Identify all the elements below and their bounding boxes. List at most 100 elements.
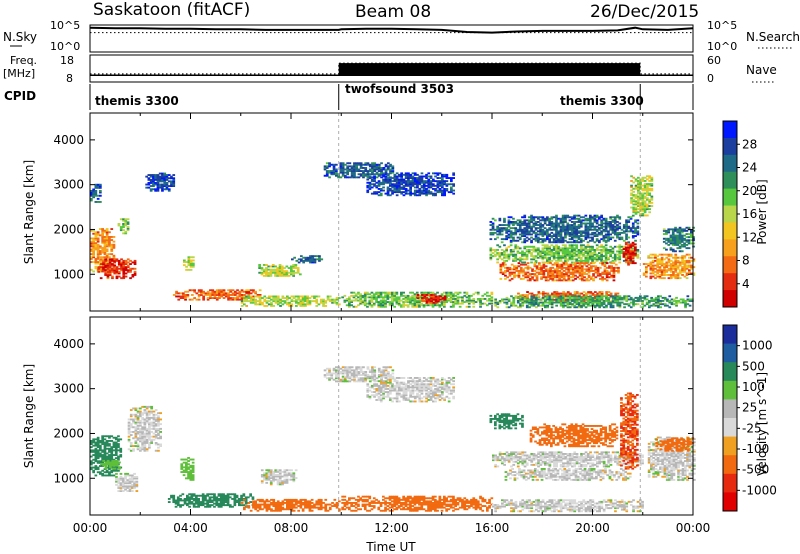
velocity-region-15 bbox=[529, 423, 619, 448]
power-colorbar-swatch-4 bbox=[723, 171, 737, 190]
power-ylabel: Slant Range [km] bbox=[22, 160, 36, 264]
noise-right-label: N.Search bbox=[746, 30, 800, 44]
velocity-colorbar-swatch-8 bbox=[723, 455, 737, 475]
velocity-region-7 bbox=[240, 498, 341, 512]
velocity-region-9 bbox=[323, 366, 395, 383]
time-tick-3: 08:00 bbox=[274, 521, 309, 535]
velocity-region-2 bbox=[100, 459, 121, 470]
velocity-region-12 bbox=[492, 451, 644, 468]
power-region-6 bbox=[183, 256, 195, 271]
velocity-ytick-1: 1000 bbox=[53, 471, 84, 485]
power-colorbar-label: Power [dB] bbox=[755, 179, 769, 244]
velocity-colorbar-label: Velocity [m s^-1] bbox=[755, 372, 769, 476]
power-ytick-1: 1000 bbox=[53, 267, 84, 281]
velocity-colorbar-tick-6: -100 bbox=[742, 442, 769, 456]
velocity-region-13 bbox=[504, 468, 632, 481]
noise-right-tick-bottom: 10^0 bbox=[707, 40, 737, 53]
velocity-colorbar-tick-8: -1000 bbox=[742, 483, 777, 497]
velocity-colorbar-tick-7: -500 bbox=[742, 463, 769, 477]
velocity-colorbar-tick-5: -25 bbox=[742, 421, 762, 435]
velocity-colorbar-tick-3: 100 bbox=[742, 380, 765, 394]
noise-panel: N.Sky 10^5 10^0 10^5 10^0 N.Search bbox=[3, 19, 800, 53]
power-colorbar-tick-7: 28 bbox=[742, 137, 757, 151]
velocity-colorbar-swatch-9 bbox=[723, 473, 737, 493]
velocity-colorbar-swatch-4 bbox=[723, 380, 737, 400]
power-region-18 bbox=[622, 241, 637, 266]
beam-title: Beam 08 bbox=[355, 2, 431, 22]
power-colorbar-swatch-11 bbox=[723, 290, 737, 308]
freq-right-tick-top: 60 bbox=[707, 54, 721, 67]
velocity-region-19 bbox=[492, 499, 644, 513]
velocity-region-11 bbox=[341, 495, 494, 512]
power-colorbar-swatch-2 bbox=[723, 137, 737, 156]
noise-sky-line bbox=[89, 26, 694, 34]
power-region-9 bbox=[258, 264, 302, 277]
freq-right-tick-bottom: 0 bbox=[707, 72, 714, 85]
velocity-colorbar-tick-1: 1000 bbox=[742, 339, 773, 353]
time-tick-1: 00:00 bbox=[73, 521, 108, 535]
velocity-colorbar-swatch-2 bbox=[723, 343, 737, 363]
velocity-region-5 bbox=[180, 457, 195, 481]
power-region-2 bbox=[97, 258, 137, 280]
power-colorbar-tick-3: 12 bbox=[742, 230, 757, 244]
power-colorbar-swatch-5 bbox=[723, 188, 737, 207]
noise-left-tick-top: 10^5 bbox=[50, 19, 80, 32]
velocity-colorbar-swatch-10 bbox=[723, 492, 737, 512]
velocity-colorbar-swatch-3 bbox=[723, 362, 737, 382]
cpid-strip: CPID themis 3300 twofsound 3503 themis 3… bbox=[4, 82, 694, 110]
noise-left-label: N.Sky bbox=[3, 30, 37, 44]
power-colorbar-tick-5: 20 bbox=[742, 184, 757, 198]
power-ytick-3: 3000 bbox=[53, 178, 84, 192]
power-region-10 bbox=[291, 255, 324, 264]
velocity-region-16 bbox=[620, 392, 639, 470]
cpid-segment-2: twofsound 3503 bbox=[345, 82, 454, 96]
power-region-5 bbox=[145, 172, 176, 192]
velocity-colorbar-tick-2: 500 bbox=[742, 359, 765, 373]
power-panel: 1000 2000 3000 4000 Slant Range [km] 4 8 12 16… bbox=[22, 112, 769, 312]
velocity-ytick-3: 3000 bbox=[53, 382, 84, 396]
velocity-region-1 bbox=[90, 435, 123, 477]
velocity-ylabel: Slant Range [km] bbox=[22, 364, 36, 468]
freq-left-tick-bottom: 8 bbox=[66, 72, 73, 85]
velocity-region-3 bbox=[127, 405, 162, 452]
velocity-ytick-4: 4000 bbox=[53, 337, 84, 351]
power-colorbar-tick-1: 4 bbox=[742, 277, 750, 291]
frequency-panel: Freq. [MHz] 18 8 60 0 Nave bbox=[3, 54, 777, 85]
cpid-segment-1: themis 3300 bbox=[95, 94, 179, 108]
freq-left-label: Freq. bbox=[10, 54, 37, 67]
time-tick-4: 12:00 bbox=[374, 521, 409, 535]
noise-left-tick-bottom: 10^0 bbox=[50, 40, 80, 53]
power-region-21 bbox=[642, 253, 696, 280]
time-tick-5: 16:00 bbox=[475, 521, 510, 535]
power-region-16 bbox=[499, 262, 620, 282]
velocity-region-4 bbox=[115, 472, 139, 492]
noise-right-tick-top: 10^5 bbox=[707, 19, 737, 32]
time-tick-6: 20:00 bbox=[575, 521, 610, 535]
time-axis-label: Time UT bbox=[365, 540, 416, 554]
power-colorbar-swatch-10 bbox=[723, 273, 737, 291]
velocity-region-8 bbox=[260, 469, 298, 486]
power-colorbar-tick-4: 16 bbox=[742, 207, 757, 221]
power-colorbar-swatch-9 bbox=[723, 256, 737, 274]
time-tick-2: 04:00 bbox=[173, 521, 208, 535]
power-region-22 bbox=[662, 226, 695, 253]
power-colorbar-swatch-7 bbox=[723, 222, 737, 240]
power-region-23 bbox=[494, 295, 694, 309]
power-region-3 bbox=[90, 183, 102, 203]
power-region-8 bbox=[240, 295, 341, 307]
freq-left-tick-top: 18 bbox=[60, 54, 74, 67]
power-ytick-2: 2000 bbox=[53, 222, 84, 236]
velocity-region-18 bbox=[655, 437, 695, 452]
power-region-12 bbox=[366, 172, 455, 197]
velocity-region-14 bbox=[489, 413, 524, 430]
freq-left-unit: [MHz] bbox=[3, 67, 35, 80]
power-region-15 bbox=[489, 244, 640, 264]
date-title: 26/Dec/2015 bbox=[590, 2, 699, 22]
nave-line bbox=[90, 62, 693, 75]
freq-right-label: Nave bbox=[746, 63, 777, 77]
power-colorbar-tick-2: 8 bbox=[742, 254, 750, 268]
velocity-colorbar-swatch-7 bbox=[723, 436, 737, 456]
velocity-colorbar-swatch-5 bbox=[723, 399, 737, 419]
velocity-colorbar-swatch-1 bbox=[723, 325, 737, 345]
